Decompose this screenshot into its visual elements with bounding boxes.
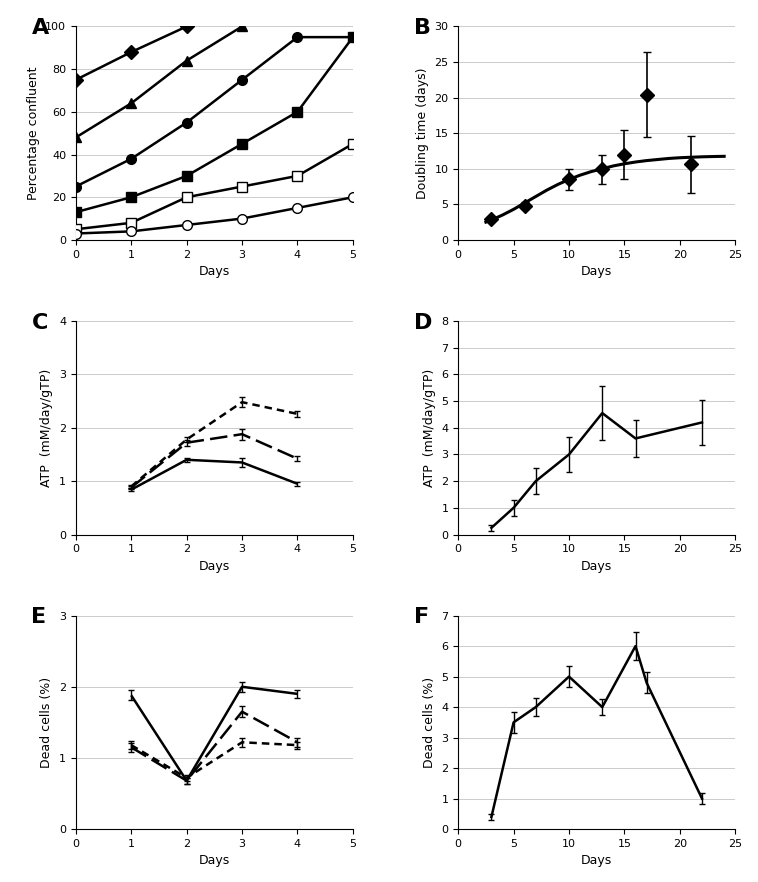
Text: E: E xyxy=(32,607,46,627)
Text: B: B xyxy=(414,18,431,38)
Text: F: F xyxy=(414,607,429,627)
X-axis label: Days: Days xyxy=(581,560,612,572)
Y-axis label: ATP  (mM/day/gTP): ATP (mM/day/gTP) xyxy=(423,369,436,487)
Y-axis label: Dead cells (%): Dead cells (%) xyxy=(423,676,436,768)
Y-axis label: ATP  (mM/day/gTP): ATP (mM/day/gTP) xyxy=(40,369,53,487)
Text: C: C xyxy=(32,312,48,333)
Text: D: D xyxy=(414,312,432,333)
Text: A: A xyxy=(32,18,49,38)
X-axis label: Days: Days xyxy=(199,855,230,867)
X-axis label: Days: Days xyxy=(199,560,230,572)
Y-axis label: Dead cells (%): Dead cells (%) xyxy=(40,676,53,768)
X-axis label: Days: Days xyxy=(199,265,230,278)
Y-axis label: Percentage confluent: Percentage confluent xyxy=(27,66,39,200)
Y-axis label: Doubling time (days): Doubling time (days) xyxy=(416,67,429,199)
X-axis label: Days: Days xyxy=(581,265,612,278)
X-axis label: Days: Days xyxy=(581,855,612,867)
